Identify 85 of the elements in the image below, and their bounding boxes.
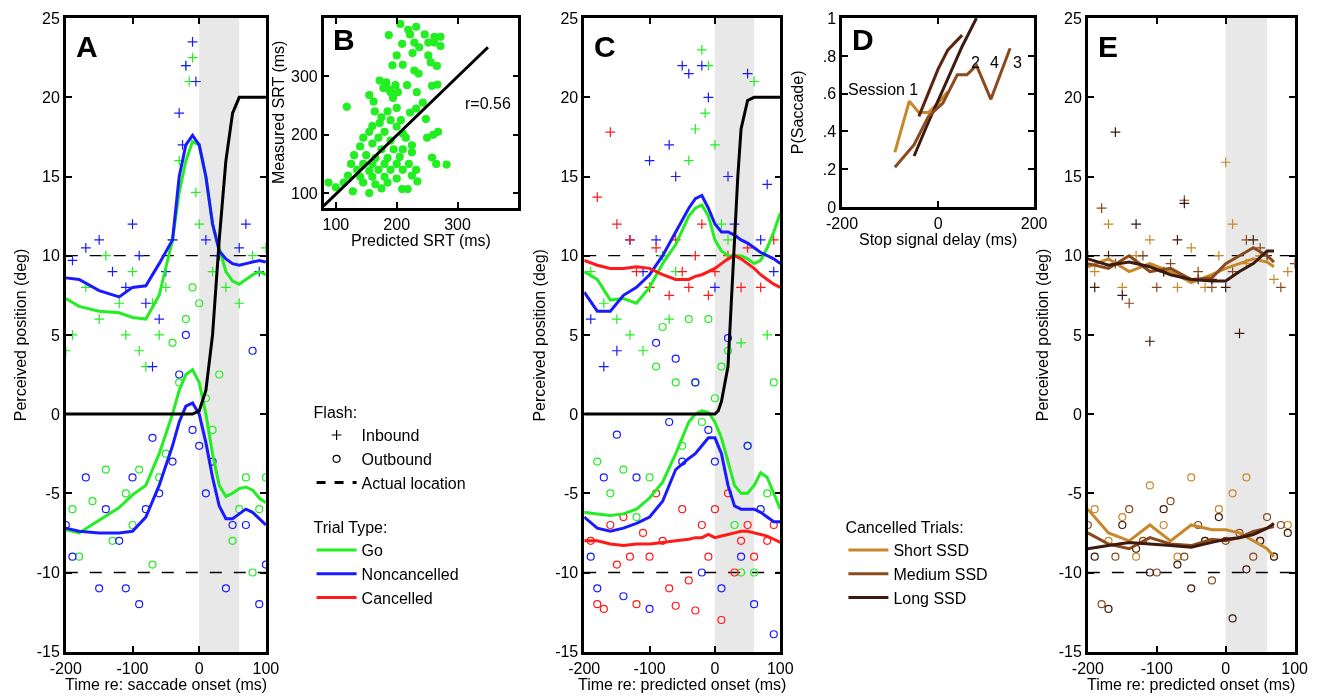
y-tick-label: 10 (1064, 247, 1082, 265)
y-tick-label: -15 (1058, 643, 1082, 661)
legend-title: Trial Type: (313, 519, 388, 537)
x-tick-label: 0 (933, 214, 943, 232)
y-tick-label: 20 (560, 88, 579, 106)
y-tick-label: -15 (555, 643, 579, 661)
legend-label: Short SSD (893, 542, 969, 560)
x-tick-label: -200 (568, 659, 601, 677)
y-tick-label: 0 (569, 405, 579, 423)
y-tick-label: 25 (560, 9, 579, 27)
x-tick-label: 100 (252, 659, 280, 677)
y-tick-label: .6 (822, 85, 837, 103)
y-tick-label: 15 (42, 168, 60, 186)
y-tick-label: 15 (560, 168, 579, 186)
y-tick-label: -5 (45, 484, 60, 502)
y-tick-label: .4 (822, 123, 837, 141)
x-tick-label: 100 (766, 659, 794, 677)
y-tick-label: .8 (822, 47, 837, 65)
x-tick-label: 0 (194, 659, 204, 677)
y-tick-label: -10 (555, 564, 579, 582)
annotation: 3 (1013, 54, 1022, 71)
y-tick-label: 5 (50, 326, 60, 344)
x-tick-label: 100 (322, 215, 350, 233)
legend-title: Cancelled Trials: (845, 519, 964, 537)
y-tick-label: 0 (827, 198, 837, 216)
chart-title: E (1098, 30, 1119, 63)
y-tick-label: 300 (291, 68, 318, 86)
y-tick-label: -5 (1067, 484, 1082, 502)
x-tick-label: -100 (1140, 659, 1173, 677)
y-tick-label: -15 (36, 643, 60, 661)
y-tick-label: 25 (1064, 9, 1082, 27)
x-axis-title: Time re: saccade onset (ms) (65, 676, 268, 693)
legend-label: Noncancelled (361, 566, 459, 584)
y-tick-label: -5 (564, 484, 579, 502)
annotation: r=0.56 (465, 95, 511, 112)
y-tick-label: 1 (827, 9, 837, 27)
x-tick-label: 300 (444, 215, 471, 233)
y-tick-label: 100 (291, 184, 318, 202)
y-tick-label: 0 (50, 405, 60, 423)
y-tick-label: 5 (1072, 326, 1082, 344)
legend-label: Outbound (361, 451, 432, 469)
x-tick-label: 200 (1020, 214, 1048, 232)
x-tick-label: -200 (1071, 659, 1104, 677)
x-tick-label: 200 (383, 215, 411, 233)
y-tick-label: 200 (291, 126, 318, 144)
legend-label: Inbound (361, 427, 420, 445)
x-axis-title: Stop signal delay (ms) (859, 231, 1018, 248)
annotation: 4 (990, 54, 999, 71)
x-axis-title: Time re: predicted onset (ms) (578, 676, 787, 693)
legend-label: Actual location (361, 474, 466, 492)
y-axis-title: Perceived position (deg) (530, 249, 548, 422)
y-tick-label: 25 (42, 9, 60, 27)
y-tick-label: 20 (1064, 88, 1082, 106)
y-tick-label: 10 (42, 247, 60, 265)
x-tick-label: -200 (826, 214, 859, 232)
legend-label: Go (361, 542, 384, 560)
x-tick-label: 100 (1281, 659, 1309, 677)
y-tick-label: -10 (36, 564, 60, 582)
legend-label: Medium SSD (893, 566, 988, 584)
y-axis-title: Perceived position (deg) (12, 248, 30, 422)
y-tick-label: 15 (1064, 168, 1082, 186)
chart-title: B (333, 23, 355, 56)
legend-label: Cancelled (361, 589, 433, 607)
chart-title: D (852, 23, 874, 56)
x-axis-title: Predicted SRT (ms) (351, 232, 491, 249)
x-tick-label: 0 (1221, 659, 1231, 677)
y-tick-label: 0 (1072, 405, 1082, 423)
y-axis-title: Perceived position (deg) (1034, 248, 1052, 422)
x-axis-title: Time re: predicted onset (ms) (1087, 676, 1296, 693)
chart-title: A (76, 30, 98, 63)
legend-label: Long SSD (893, 589, 967, 607)
x-tick-label: -100 (633, 659, 666, 677)
y-tick-label: 20 (42, 88, 60, 106)
x-tick-label: 0 (710, 659, 720, 677)
x-tick-label: -200 (49, 659, 82, 677)
y-tick-label: 10 (560, 247, 579, 265)
y-tick-label: .2 (822, 160, 837, 178)
x-tick-label: -100 (116, 659, 149, 677)
y-axis-title: Measured SRT (ms) (270, 40, 288, 185)
chart-title: C (594, 30, 616, 63)
y-tick-label: 5 (569, 326, 579, 344)
y-tick-label: -10 (1058, 564, 1082, 582)
y-axis-title: P(Saccade) (789, 70, 806, 155)
legend-title: Flash: (313, 404, 358, 422)
annotation: Session 1 (848, 81, 919, 98)
